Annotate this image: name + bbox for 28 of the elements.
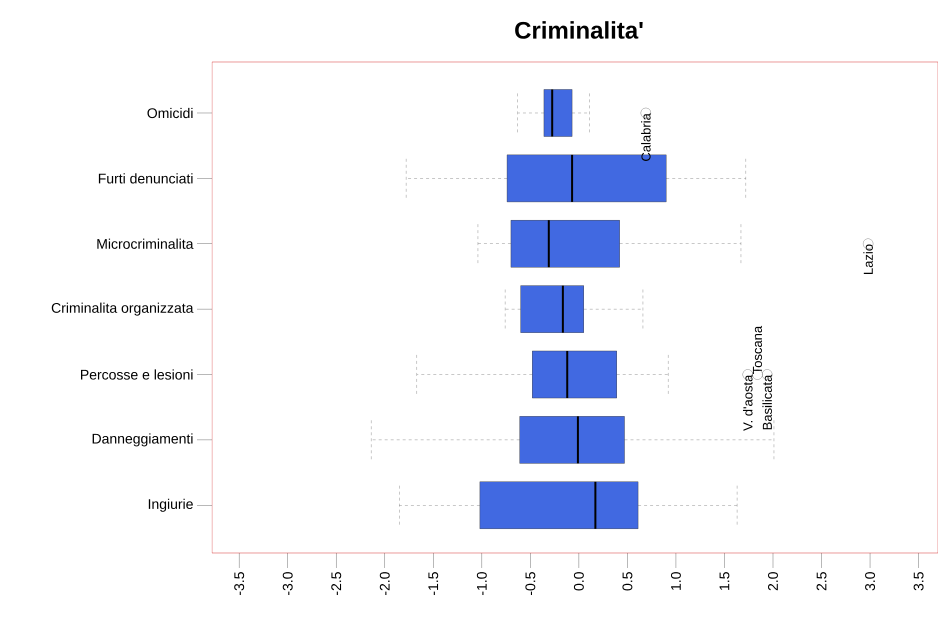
- x-tick-label: 2.0: [768, 572, 778, 590]
- x-tick-label: 1.0: [670, 572, 681, 590]
- x-tick-label: -2.5: [331, 572, 342, 596]
- x-tick-label: -1.5: [428, 572, 438, 596]
- chart-title: Criminalita': [515, 21, 643, 39]
- x-tick-label: 3.5: [914, 572, 924, 590]
- annotation: V. d'aosta: [742, 374, 753, 431]
- y-tick-label: Furti denunciati: [98, 173, 192, 184]
- y-tick-label: Danneggiamenti: [92, 433, 192, 446]
- x-tick-label: 0.5: [622, 572, 632, 590]
- annotation: Toscana: [752, 326, 762, 374]
- y-tick-label: Percosse e lesioni: [81, 369, 192, 380]
- x-tick-label: 3.0: [865, 572, 876, 590]
- x-tick-label: 2.5: [816, 572, 826, 590]
- x-tick-label: -2.0: [380, 572, 390, 596]
- x-tick-label: -0.5: [525, 572, 536, 596]
- x-tick-label: 0.0: [574, 572, 584, 590]
- y-tick-label: Ingiurie: [148, 498, 193, 512]
- x-tick-label: -3.0: [282, 572, 293, 596]
- y-tick-label: Omicidi: [147, 108, 193, 118]
- annotation: Lazio: [863, 244, 873, 274]
- y-tick-label: Microcriminalita: [97, 238, 194, 249]
- x-tick-label: 1.5: [720, 572, 730, 590]
- x-tick-label: -1.0: [476, 572, 487, 596]
- annotation: Basilicata: [762, 374, 772, 430]
- x-tick-label: -3.5: [234, 572, 244, 596]
- annotation: Calabria: [641, 113, 651, 161]
- y-tick-label: Criminalita organizzata: [52, 302, 194, 316]
